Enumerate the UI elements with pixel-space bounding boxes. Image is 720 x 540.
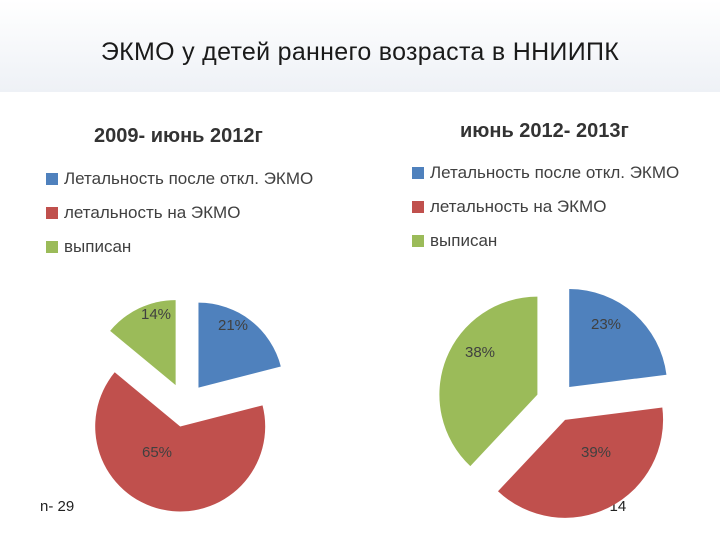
chart-1-slice-3	[110, 300, 176, 386]
slide-header	[0, 0, 720, 92]
chart-1-legend-item: летальность на ЭКМО	[46, 196, 313, 230]
legend-swatch	[412, 167, 424, 179]
chart-2-data-label-3: 38%	[465, 344, 495, 361]
chart-1-slice-2	[95, 372, 266, 512]
chart-1-title: 2009- июнь 2012г	[94, 125, 263, 147]
chart-2-data-label-2: 39%	[581, 444, 611, 461]
chart-1-legend-item: Летальность после откл. ЭКМО	[46, 162, 313, 196]
chart-1-data-label-1: 21%	[218, 317, 248, 334]
slide-title: ЭКМО у детей раннего возраста в ННИИПК	[100, 38, 620, 66]
chart-1-legend: Летальность после откл. ЭКМО летальность…	[46, 162, 313, 264]
chart-1-legend-item: выписан	[46, 230, 313, 264]
legend-label: выписан	[64, 237, 132, 256]
chart-2-legend-item: летальность на ЭКМО	[412, 190, 679, 224]
legend-swatch	[46, 207, 58, 219]
chart-2-slice-2	[497, 407, 664, 518]
legend-label: летальность на ЭКМО	[64, 203, 241, 222]
chart-2-legend-item: выписан	[412, 224, 679, 258]
chart-2-legend: Летальность после откл. ЭКМО летальность…	[412, 156, 679, 258]
chart-2-slice-3	[439, 296, 538, 467]
legend-swatch	[46, 241, 58, 253]
legend-label: Летальность после откл. ЭКМО	[64, 169, 314, 188]
chart-2-legend-item: Летальность после откл. ЭКМО	[412, 156, 679, 190]
legend-swatch	[412, 201, 424, 213]
chart-1-data-label-2: 65%	[142, 444, 172, 461]
chart-2-slice-1	[569, 288, 667, 387]
legend-swatch	[412, 235, 424, 247]
legend-label: Летальность после откл. ЭКМО	[430, 163, 680, 182]
chart-1-sample-size: n- 29	[40, 498, 75, 515]
chart-1-data-label-3: 14%	[141, 306, 171, 323]
legend-label: летальность на ЭКМО	[430, 197, 607, 216]
chart-2-data-label-1: 23%	[591, 316, 621, 333]
legend-label: выписан	[430, 231, 498, 250]
legend-swatch	[46, 173, 58, 185]
chart-2-title: июнь 2012- 2013г	[460, 120, 629, 142]
chart-1-slice-1	[198, 302, 281, 388]
